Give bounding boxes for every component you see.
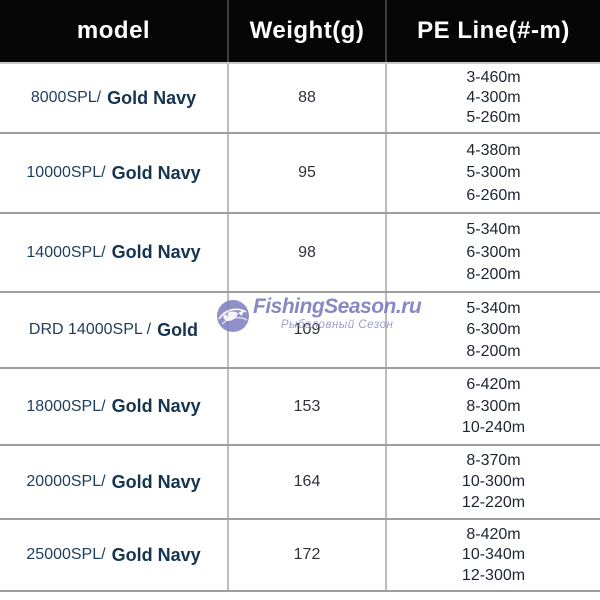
model-cell: 14000SPL/ Gold Navy bbox=[0, 214, 227, 291]
pe-line-value: 12-300m bbox=[461, 566, 526, 584]
pe-line-value: 6-300m bbox=[466, 321, 521, 338]
pe-line-value: 6-300m bbox=[466, 243, 521, 261]
table-row: 18000SPL/ Gold Navy 153 6-420m 8-300m 10… bbox=[0, 369, 600, 446]
table-row: DRD 14000SPL / Gold 109 5-340m 6-300m 8-… bbox=[0, 293, 600, 369]
table-header-row: model Weight(g) PE Line(#-m) bbox=[0, 0, 600, 64]
model-code: 14000SPL/ bbox=[26, 243, 106, 261]
pe-line-value: 10-240m bbox=[461, 419, 526, 437]
weight-cell: 88 bbox=[227, 64, 387, 132]
pe-line-cell: 5-340m 6-300m 8-200m bbox=[387, 214, 600, 291]
model-cell: 18000SPL/ Gold Navy bbox=[0, 369, 227, 444]
pe-line-value: 8-370m bbox=[466, 452, 521, 469]
model-series-name: Gold Navy bbox=[111, 396, 201, 416]
model-series-name: Gold Navy bbox=[111, 544, 201, 565]
pe-line-value: 5-300m bbox=[466, 164, 521, 181]
pe-line-value: 6-420m bbox=[466, 375, 521, 393]
weight-cell: 172 bbox=[227, 520, 387, 590]
model-series-name: Gold Navy bbox=[107, 87, 197, 108]
model-code: 18000SPL/ bbox=[26, 397, 106, 415]
table-row: 20000SPL/ Gold Navy 164 8-370m 10-300m 1… bbox=[0, 446, 600, 520]
model-series-name: Gold Navy bbox=[111, 242, 201, 262]
column-header-model: model bbox=[76, 17, 151, 44]
column-header-pe-line: PE Line(#-m) bbox=[417, 17, 570, 44]
pe-line-value: 5-340m bbox=[466, 221, 521, 239]
pe-line-value: 12-220m bbox=[461, 494, 526, 511]
pe-line-value: 3-460m bbox=[466, 69, 521, 86]
pe-line-value: 4-380m bbox=[466, 141, 521, 159]
model-cell: 8000SPL/ Gold Navy bbox=[0, 64, 227, 132]
pe-line-value: 5-340m bbox=[466, 299, 521, 317]
pe-line-cell: 3-460m 4-300m 5-260m bbox=[387, 64, 600, 132]
weight-cell: 109 bbox=[227, 293, 387, 367]
pe-line-value: 4-300m bbox=[466, 89, 521, 106]
pe-line-value: 5-260m bbox=[466, 109, 521, 126]
model-code: 25000SPL/ bbox=[26, 546, 106, 563]
pe-line-value: 8-200m bbox=[466, 342, 521, 360]
weight-cell: 164 bbox=[227, 446, 387, 518]
pe-line-value: 10-300m bbox=[461, 473, 526, 490]
model-cell: DRD 14000SPL / Gold bbox=[0, 293, 227, 367]
pe-line-value: 8-200m bbox=[466, 265, 521, 283]
pe-line-cell: 6-420m 8-300m 10-240m bbox=[387, 369, 600, 444]
pe-line-cell: 8-370m 10-300m 12-220m bbox=[387, 446, 600, 518]
model-cell: 10000SPL/ Gold Navy bbox=[0, 134, 227, 212]
weight-cell: 95 bbox=[227, 134, 387, 212]
model-series-name: Gold bbox=[157, 319, 199, 340]
table-row: 14000SPL/ Gold Navy 98 5-340m 6-300m 8-2… bbox=[0, 214, 600, 293]
column-header-weight: Weight(g) bbox=[227, 0, 387, 62]
pe-line-value: 8-300m bbox=[466, 397, 521, 415]
weight-cell: 98 bbox=[227, 214, 387, 291]
model-code: DRD 14000SPL / bbox=[28, 321, 152, 338]
pe-line-value: 8-420m bbox=[466, 525, 521, 543]
model-code: 10000SPL/ bbox=[26, 164, 106, 181]
weight-cell: 153 bbox=[227, 369, 387, 444]
model-cell: 25000SPL/ Gold Navy bbox=[0, 520, 227, 590]
pe-line-cell: 8-420m 10-340m 12-300m bbox=[387, 520, 600, 590]
model-series-name: Gold Navy bbox=[111, 162, 201, 183]
model-code: 8000SPL/ bbox=[30, 89, 102, 106]
pe-line-value: 10-340m bbox=[461, 546, 526, 563]
pe-line-cell: 5-340m 6-300m 8-200m bbox=[387, 293, 600, 367]
model-series-name: Gold Navy bbox=[111, 471, 201, 492]
table-row: 8000SPL/ Gold Navy 88 3-460m 4-300m 5-26… bbox=[0, 64, 600, 134]
pe-line-cell: 4-380m 5-300m 6-260m bbox=[387, 134, 600, 212]
pe-line-value: 6-260m bbox=[466, 186, 521, 204]
table-body: 8000SPL/ Gold Navy 88 3-460m 4-300m 5-26… bbox=[0, 64, 600, 592]
model-cell: 20000SPL/ Gold Navy bbox=[0, 446, 227, 518]
table-row: 25000SPL/ Gold Navy 172 8-420m 10-340m 1… bbox=[0, 520, 600, 592]
table-row: 10000SPL/ Gold Navy 95 4-380m 5-300m 6-2… bbox=[0, 134, 600, 214]
model-code: 20000SPL/ bbox=[26, 473, 106, 490]
